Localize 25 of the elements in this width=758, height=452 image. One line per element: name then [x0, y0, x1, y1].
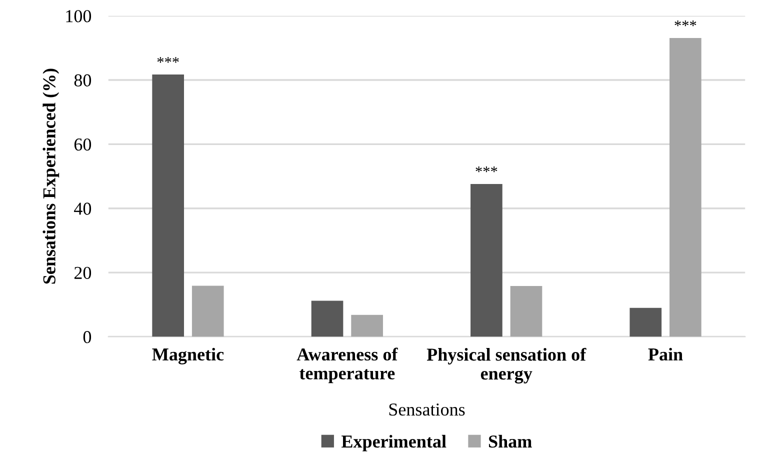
x-tick-label: Magnetic: [152, 348, 224, 364]
bar: [192, 286, 224, 337]
x-tick-label: Physical sensation of energy: [426, 348, 586, 384]
bar: [311, 300, 344, 337]
y-tick-label: 0: [83, 330, 92, 344]
bar: [670, 38, 702, 337]
x-tick-label: Awareness of temperature: [296, 348, 398, 384]
y-tick-label: 20: [74, 266, 92, 279]
bar: [470, 184, 502, 337]
annotation: ***: [476, 166, 498, 172]
y-tick-label: 80: [74, 74, 92, 86]
y-tick-label: 100: [66, 10, 92, 22]
bar: [630, 308, 662, 337]
bar: [152, 74, 184, 337]
legend-label: Sham: [488, 434, 532, 448]
y-axis-title: Sensations Experienced (%): [42, 68, 60, 284]
x-tick-label: Pain: [648, 348, 683, 361]
y-tick-label: 60: [74, 138, 92, 151]
bar: [510, 286, 542, 337]
y-tick-label: 40: [74, 202, 92, 215]
annotation: ***: [674, 20, 696, 26]
legend-label: Experimental: [342, 434, 446, 452]
annotation: ***: [157, 57, 179, 63]
x-axis-title: Sensations: [389, 404, 465, 416]
bar: [351, 314, 383, 337]
